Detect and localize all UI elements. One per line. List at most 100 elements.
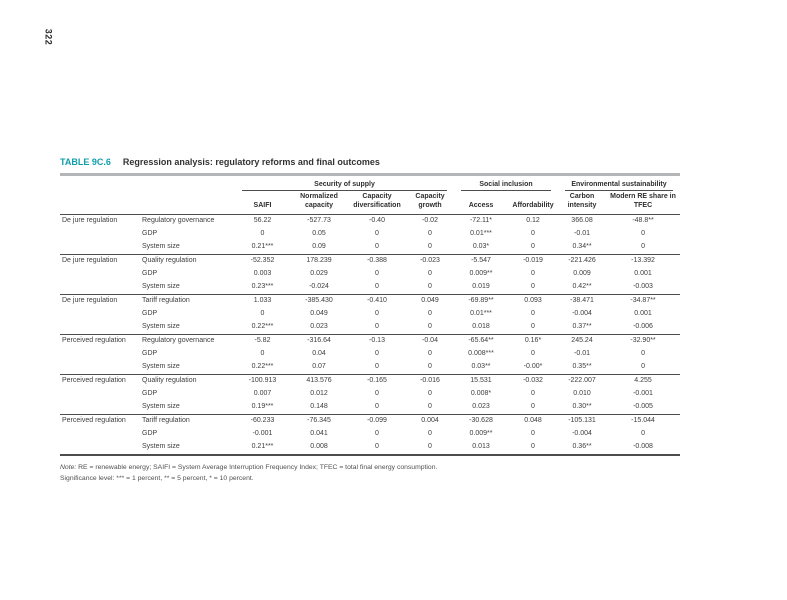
variable-cell: Tariff regulation (140, 413, 235, 428)
value-cell: -0.004 (572, 430, 592, 438)
value-cell: 0.35** (572, 363, 592, 371)
table-row: GDP 0.003 0.029 0 0 0.009** 0 0.009 0.001 (60, 268, 680, 281)
regulation-type-cell: Perceived regulation (60, 373, 140, 388)
value-cell: 0 (531, 430, 535, 438)
variable-cell: System size (142, 443, 180, 451)
regulation-type-cell (60, 441, 140, 455)
value-cell: 0 (428, 403, 432, 411)
value-cell: -0.001 (252, 430, 273, 438)
value-cell: 0 (428, 310, 432, 318)
table-row: GDP 0 0.05 0 0 0.01*** 0 -0.01 0 (60, 228, 680, 241)
variable-cell: System size (142, 243, 180, 251)
value-cell: 0.009** (469, 430, 493, 438)
group-security-of-supply: Security of supply (235, 175, 454, 191)
table-row: System size 0.22*** 0.07 0 0 0.03** -0.00* 0.35… (60, 361, 680, 375)
group-environment-label: Environmental sustainability (565, 179, 674, 191)
value-cell: -0.024 (309, 283, 329, 291)
table-label: TABLE 9C.6 (60, 157, 111, 167)
variable-cell: Regulatory governance (142, 217, 215, 225)
value-cell: -0.016 (406, 373, 454, 388)
value-cell: 0.093 (508, 293, 559, 308)
table-row: Perceived regulation Tariff regulation -60… (60, 413, 681, 428)
value-cell: -105.131 (558, 413, 607, 428)
regulation-type-cell (60, 241, 140, 255)
value-cell: 0 (375, 323, 379, 331)
value-cell: -0.00* (523, 363, 543, 371)
value-cell: 0.148 (310, 403, 328, 411)
group-environmental-sustainability: Environmental sustainability (558, 175, 680, 191)
value-cell: 0.029 (310, 270, 328, 278)
value-cell: 1.033 (235, 293, 290, 308)
value-cell: 0 (375, 310, 379, 318)
value-cell: 0.009** (469, 270, 493, 278)
group-spacer (60, 175, 235, 192)
value-cell: 178.239 (290, 253, 348, 268)
value-cell: 0.36** (572, 443, 592, 451)
value-cell: -15.044 (606, 413, 681, 428)
value-cell: 0 (641, 350, 645, 358)
variable-cell: Tariff regulation (140, 293, 235, 308)
column-header-access: Access (454, 191, 508, 215)
variable-cell: System size (142, 363, 180, 371)
value-cell: -527.73 (307, 217, 331, 225)
value-cell: -0.04 (406, 333, 454, 348)
value-cell: 0 (428, 243, 432, 251)
table-row: De jure regulation Tariff regulation 1.033… (60, 293, 681, 308)
column-header-saifi: SAIFI (235, 191, 290, 215)
group-header-row: Security of supply Social inclusion Envi… (60, 175, 680, 192)
regulation-type-cell (60, 281, 140, 295)
column-header-affordability: Affordability (508, 191, 559, 215)
value-cell: -60.233 (235, 413, 290, 428)
value-cell: -0.023 (406, 253, 454, 268)
value-cell: 0 (531, 230, 535, 238)
variable-cell: System size (142, 283, 180, 291)
value-cell: 0 (641, 230, 645, 238)
regulation-type-cell (60, 348, 140, 361)
column-header-capacity-diversification: Capacity diversification (348, 191, 406, 215)
value-cell: -0.388 (348, 253, 406, 268)
table-row: System size 0.19*** 0.148 0 0 0.023 0 0.30** -0.… (60, 401, 680, 415)
variable-cell: GDP (142, 430, 158, 438)
group-social-label: Social inclusion (461, 179, 552, 191)
page-number: 322 (43, 28, 54, 46)
value-cell: 0 (375, 403, 379, 411)
value-cell: 0 (531, 390, 535, 398)
table-title: TABLE 9C.6 Regression analysis: regulator… (60, 157, 680, 167)
column-header-normalized-capacity: Normalized capacity (290, 191, 348, 215)
value-cell: -0.006 (633, 323, 653, 331)
value-cell: 0.049 (310, 310, 328, 318)
table-row: System size 0.21*** 0.008 0 0 0.013 0 0.36** -0.… (60, 441, 680, 455)
value-cell: 0 (375, 390, 379, 398)
table-row: De jure regulation Quality regulation -52.… (60, 253, 681, 268)
value-cell: 0.010 (573, 390, 591, 398)
value-cell: 0 (375, 283, 379, 291)
value-cell: 0.19*** (251, 403, 274, 411)
value-cell: 0.16* (508, 333, 559, 348)
value-cell: -0.005 (633, 403, 653, 411)
value-cell: 0 (641, 363, 645, 371)
value-cell: 0.008*** (468, 350, 494, 358)
value-cell: -76.345 (290, 413, 348, 428)
value-cell: 0.30** (572, 403, 592, 411)
variable-cell: GDP (142, 310, 158, 318)
value-cell: -0.13 (348, 333, 406, 348)
regulation-type-cell: Perceived regulation (60, 413, 140, 428)
value-cell: 366.08 (571, 217, 593, 225)
value-cell: 0 (260, 310, 265, 318)
value-cell: -72.11* (469, 217, 493, 225)
value-cell: 0.048 (508, 413, 559, 428)
value-cell: 0.008* (470, 390, 492, 398)
value-cell: -221.426 (558, 253, 607, 268)
value-cell: 0.04 (312, 350, 326, 358)
value-cell: -0.019 (508, 253, 559, 268)
value-cell: -0.003 (633, 283, 653, 291)
note-text: RE = renewable energy; SAIFI = System Av… (78, 463, 438, 471)
value-cell: -48.8** (632, 217, 654, 225)
value-cell: -5.82 (235, 333, 290, 348)
value-cell: 0.12 (526, 217, 540, 225)
value-cell: -100.913 (235, 373, 290, 388)
value-cell: 0 (375, 363, 379, 371)
value-cell: 0.018 (472, 323, 490, 331)
value-cell: 0 (375, 443, 379, 451)
value-cell: 0 (375, 243, 379, 251)
